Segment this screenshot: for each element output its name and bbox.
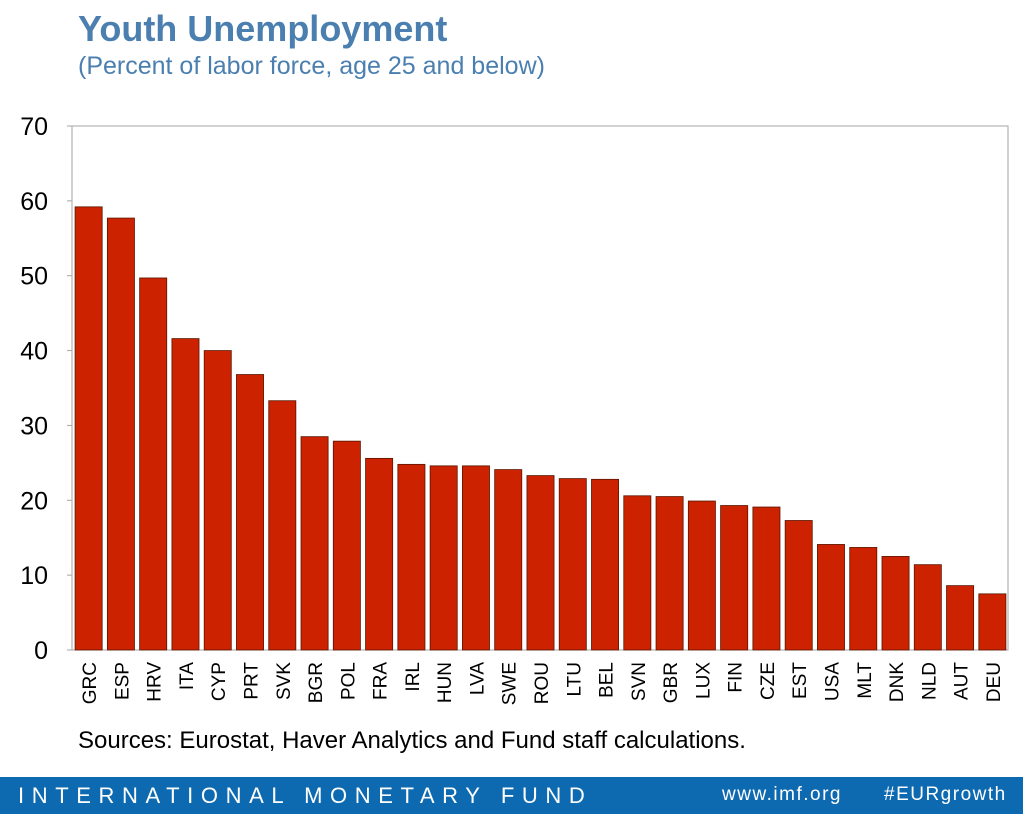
- x-tick-label: ITA: [177, 662, 198, 690]
- x-tick-label: DNK: [887, 662, 908, 702]
- bar-esp: [106, 217, 135, 651]
- bar-chart: 0 10 20 30 40 50 60 70 GRC ESP HRV ITA CYP PRT SVK BGR…: [20, 113, 1009, 706]
- bar-gbr: [655, 496, 684, 651]
- x-tick-label: HUN: [435, 662, 456, 703]
- x-axis: GRC ESP HRV ITA CYP PRT SVK BGR POL FRA IRL HUN LVA S…: [80, 662, 1005, 706]
- x-tick-label: ROU: [532, 662, 553, 704]
- y-tick-label: 70: [20, 113, 48, 141]
- bar-deu: [978, 593, 1007, 651]
- x-tick-label: LVA: [467, 662, 488, 695]
- bar-fra: [365, 457, 394, 651]
- bar-nld: [913, 564, 942, 651]
- bar-est: [784, 520, 813, 651]
- x-tick-label: PRT: [242, 662, 263, 700]
- x-tick-label: FRA: [371, 662, 392, 700]
- x-tick-label: ESP: [112, 662, 133, 700]
- y-tick-label: 50: [20, 263, 48, 291]
- chart-title: Youth Unemployment: [78, 8, 448, 49]
- bar-lva: [461, 465, 490, 651]
- bar-dnk: [881, 556, 910, 651]
- x-tick-label: MLT: [855, 662, 876, 699]
- bar-ita: [171, 338, 200, 651]
- bar-ltu: [558, 478, 587, 651]
- bar-hrv: [139, 277, 168, 651]
- footer-bar: INTERNATIONAL MONETARY FUND www.imf.org …: [0, 777, 1023, 814]
- bar-fin: [720, 505, 749, 651]
- x-tick-label: LTU: [564, 662, 585, 696]
- chart-subtitle: (Percent of labor force, age 25 and belo…: [78, 52, 545, 80]
- bar-svn: [623, 495, 652, 651]
- bar-cze: [752, 506, 781, 651]
- x-tick-label: SVK: [274, 662, 295, 700]
- bar-swe: [494, 469, 523, 651]
- x-tick-label: GRC: [80, 662, 101, 704]
- x-tick-label: EST: [790, 662, 811, 699]
- x-tick-label: POL: [338, 662, 359, 700]
- bar-usa: [817, 544, 845, 651]
- y-tick-label: 30: [20, 412, 48, 440]
- x-tick-label: BGR: [306, 662, 327, 703]
- bar-grc: [74, 206, 103, 651]
- footer-url-link[interactable]: www.imf.org: [722, 784, 842, 805]
- x-tick-label: LUX: [693, 662, 714, 699]
- footer-org-name: INTERNATIONAL MONETARY FUND: [18, 783, 593, 808]
- footer-hashtag[interactable]: #EURgrowth: [884, 784, 1007, 805]
- x-tick-label: GBR: [661, 662, 682, 703]
- y-tick-label: 40: [20, 338, 48, 366]
- y-tick-label: 20: [20, 487, 48, 515]
- x-tick-label: SWE: [500, 662, 521, 705]
- bar-rou: [526, 475, 555, 651]
- bar-svk: [268, 400, 297, 651]
- bar-prt: [236, 374, 264, 651]
- bar-mlt: [849, 547, 878, 651]
- bar-bel: [591, 478, 620, 651]
- x-tick-label: DEU: [984, 662, 1005, 702]
- x-tick-label: NLD: [919, 662, 940, 700]
- bar-cyp: [203, 350, 232, 651]
- x-tick-label: IRL: [403, 662, 424, 692]
- x-tick-label: USA: [822, 662, 843, 701]
- bar-lux: [687, 500, 716, 651]
- x-tick-label: FIN: [726, 662, 747, 693]
- bar-hun: [429, 465, 458, 651]
- x-tick-label: CYP: [209, 662, 230, 701]
- y-tick-label: 0: [34, 637, 48, 665]
- x-tick-label: HRV: [145, 662, 166, 702]
- bars-group: [74, 206, 1007, 651]
- bar-pol: [332, 440, 361, 651]
- x-tick-label: CZE: [758, 662, 779, 700]
- bar-irl: [397, 463, 426, 651]
- bar-aut: [946, 585, 975, 651]
- y-tick-label: 60: [20, 188, 48, 216]
- sources-note: Sources: Eurostat, Haver Analytics and F…: [78, 727, 746, 754]
- x-tick-label: AUT: [952, 662, 973, 700]
- y-axis: 0 10 20 30 40 50 60 70: [20, 113, 72, 665]
- x-tick-label: BEL: [597, 662, 618, 698]
- bar-bgr: [300, 436, 329, 651]
- y-tick-label: 10: [20, 562, 48, 590]
- x-tick-label: SVN: [629, 662, 650, 701]
